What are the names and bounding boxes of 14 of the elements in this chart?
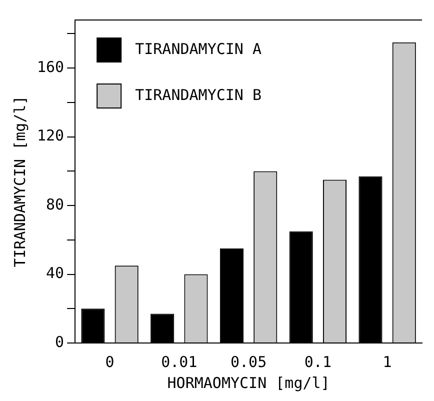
legend-label: TIRANDAMYCIN B xyxy=(135,86,262,104)
x-tick-label: 0.01 xyxy=(161,352,198,371)
y-tick-label: 160 xyxy=(37,58,64,76)
y-tick-label: 80 xyxy=(46,195,64,214)
y-tick-label: 120 xyxy=(37,126,64,145)
x-tick-label: 0.1 xyxy=(304,352,332,371)
x-tick-label: 1 xyxy=(382,352,392,371)
y-axis-title: TIRANDAMYCIN [mg/l] xyxy=(10,96,29,268)
x-tick-label: 0 xyxy=(105,352,114,371)
y-tick-label: 40 xyxy=(46,264,64,282)
legend-label: TIRANDAMYCIN A xyxy=(135,40,262,58)
y-tick-label: 0 xyxy=(55,332,64,351)
x-tick-label: 0.05 xyxy=(230,352,267,371)
x-axis-title: HORMAOMYCIN [mg/l] xyxy=(167,374,330,392)
